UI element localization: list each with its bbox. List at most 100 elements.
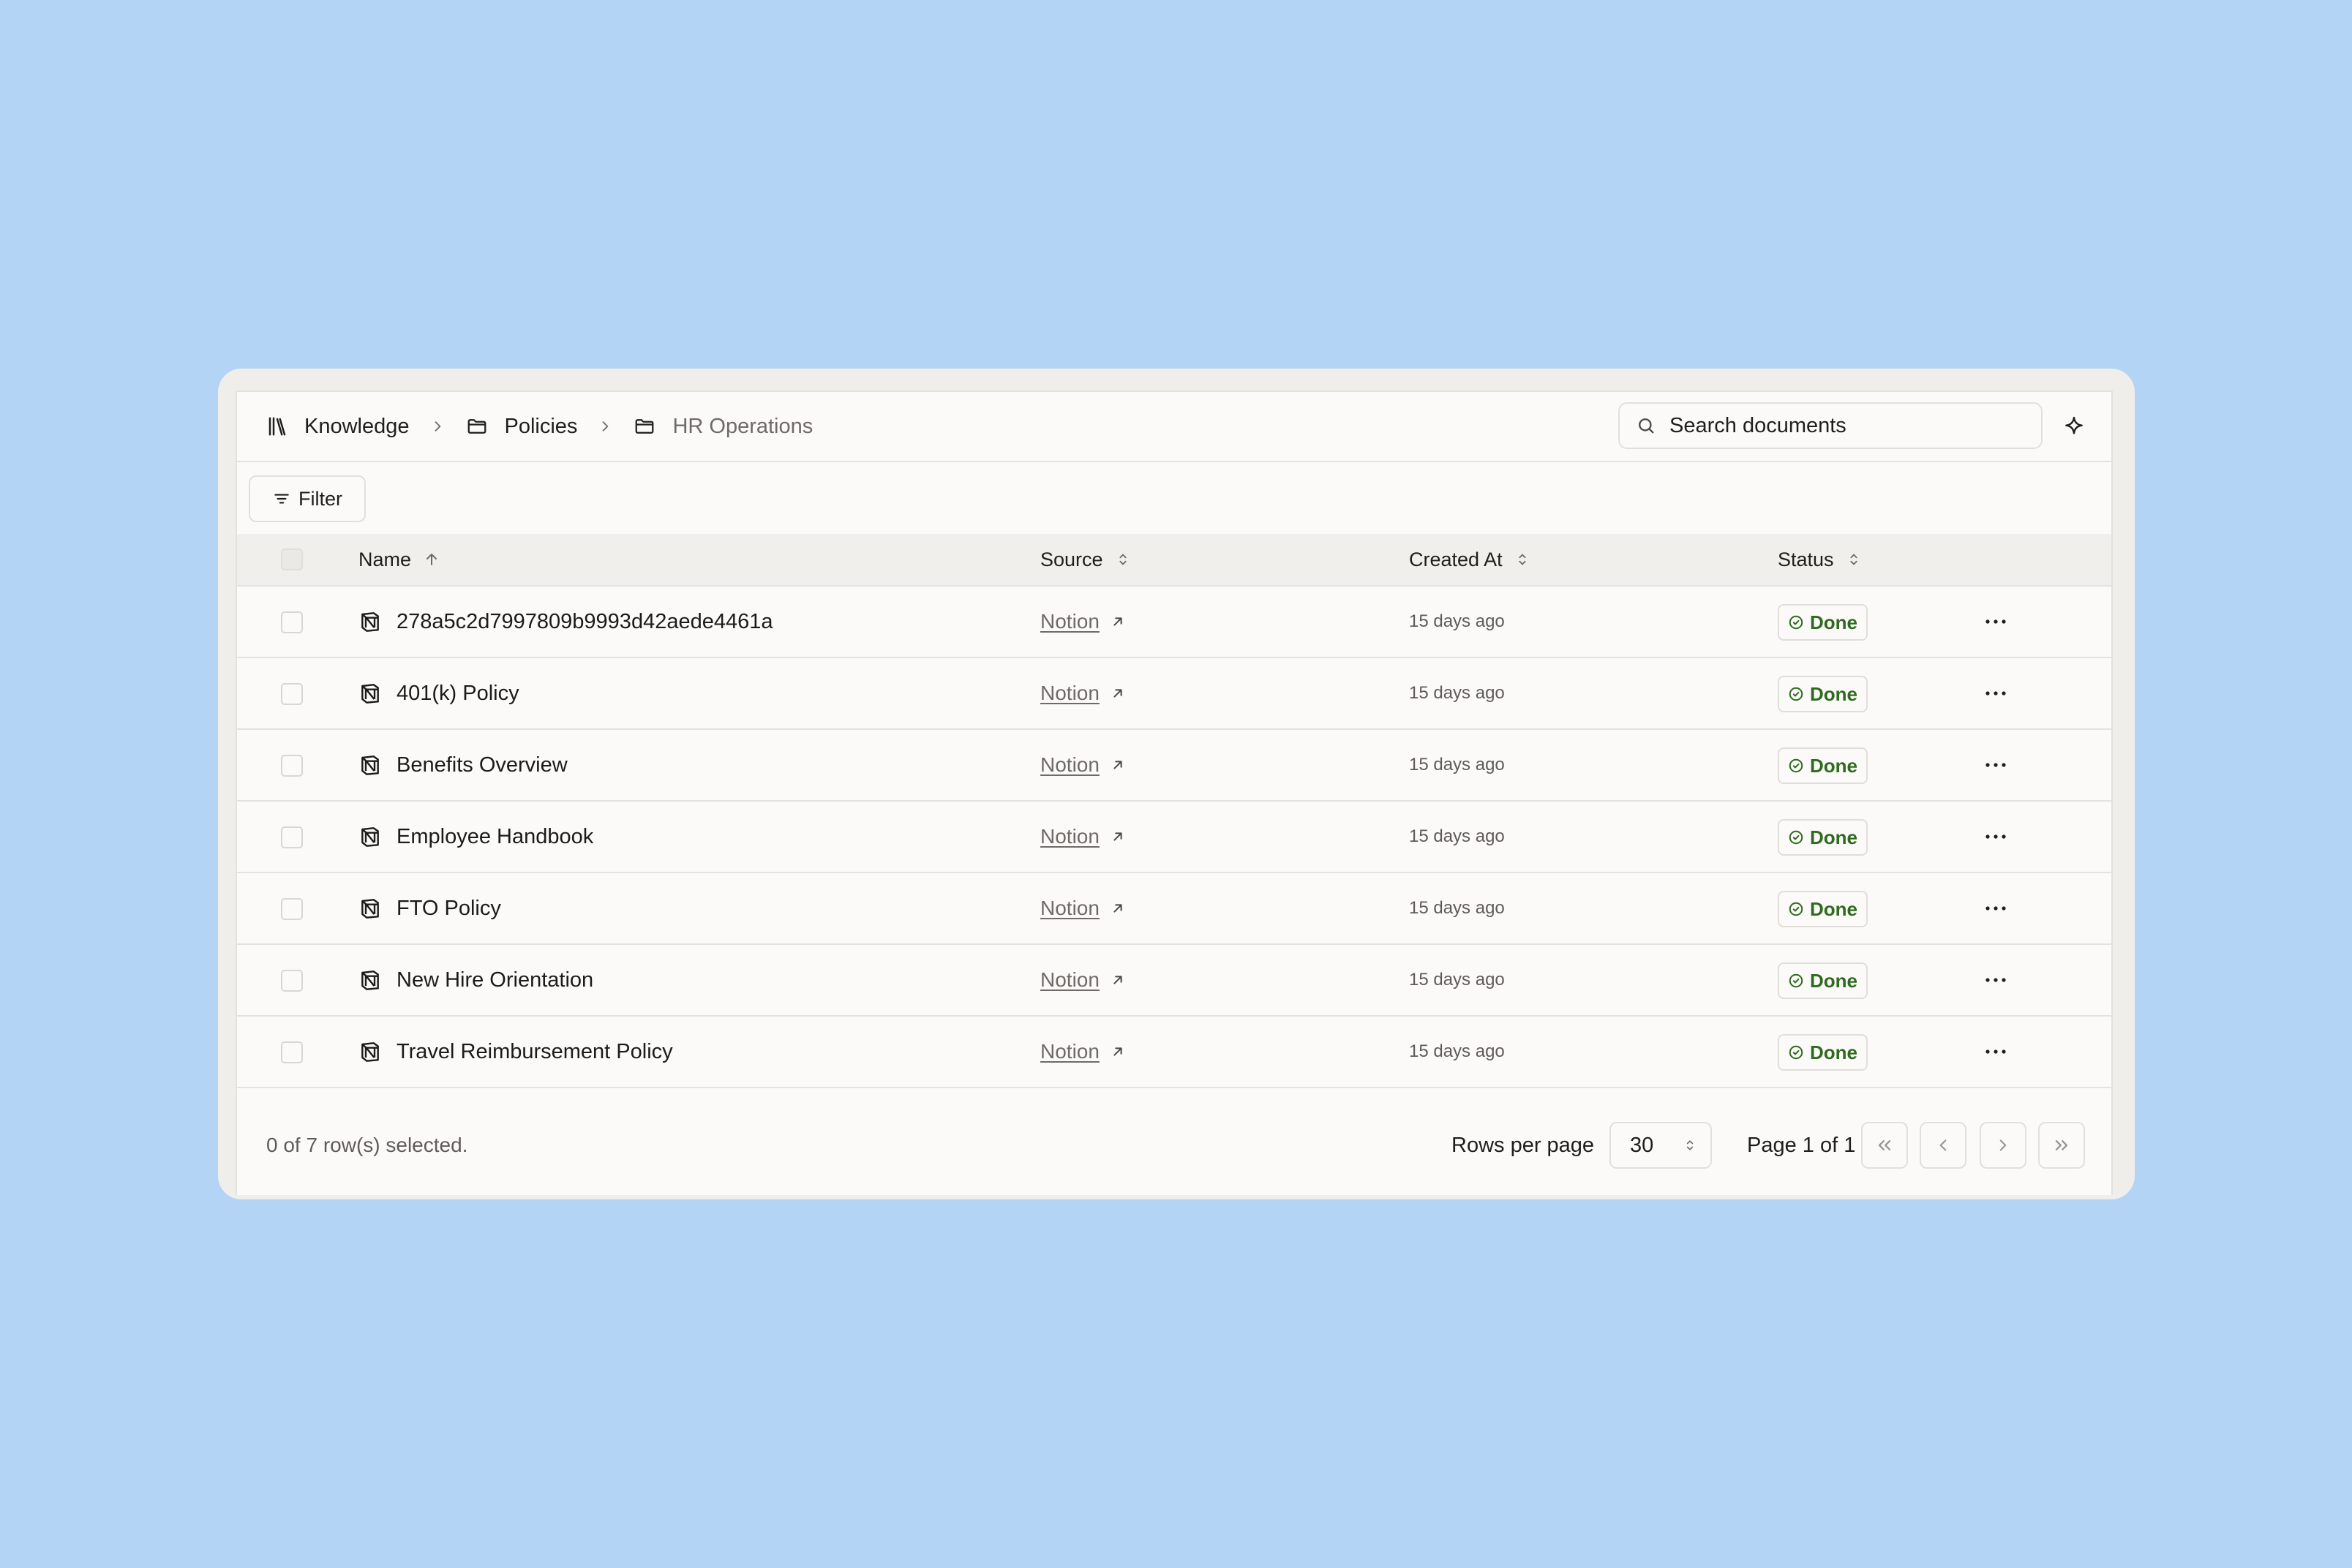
row-actions-button[interactable] [1981, 823, 2010, 850]
source-label: Notion [1040, 610, 1100, 633]
row-actions-button[interactable] [1981, 967, 2010, 993]
document-name: 401(k) Policy [397, 681, 519, 705]
app-window: Knowledge Policies HR Operations [218, 369, 2135, 1199]
breadcrumb-policies[interactable]: Policies [465, 414, 578, 439]
status-label: Done [1810, 897, 1857, 920]
chevron-up-down-icon [1686, 1140, 1694, 1150]
breadcrumb: Knowledge Policies HR Operations [266, 392, 813, 461]
notion-icon [361, 827, 379, 847]
filter-button[interactable]: Filter [249, 475, 366, 522]
column-label: Created At [1409, 548, 1503, 570]
column-header-name[interactable]: Name [358, 534, 440, 585]
source-link[interactable]: Notion [1040, 802, 1126, 872]
column-header-status[interactable]: Status [1778, 534, 1862, 585]
table-row[interactable]: Employee Handbook Notion 15 days ago Done [237, 802, 2111, 873]
external-link-icon [1113, 1047, 1122, 1056]
check-circle-icon [1789, 902, 1803, 916]
row-checkbox[interactable] [281, 611, 303, 633]
row-checkbox[interactable] [281, 826, 303, 848]
sort-ascending-icon [427, 554, 437, 565]
breadcrumb-knowledge[interactable]: Knowledge [266, 415, 410, 439]
notion-icon [361, 1042, 379, 1062]
status-badge: Done [1778, 1034, 1868, 1071]
table-row[interactable]: 401(k) Policy Notion 15 days ago Done [237, 658, 2111, 730]
source-link[interactable]: Notion [1040, 945, 1126, 1015]
notion-icon [361, 755, 379, 775]
source-link[interactable]: Notion [1040, 658, 1126, 728]
breadcrumb-hr-operations[interactable]: HR Operations [633, 415, 813, 439]
row-checkbox[interactable] [281, 1041, 303, 1063]
table-row[interactable]: Travel Reimbursement Policy Notion 15 days… [237, 1017, 2111, 1088]
column-header-created-at[interactable]: Created At [1409, 534, 1530, 585]
chevron-right-icon [1999, 1139, 2007, 1151]
document-name-cell[interactable]: Travel Reimbursement Policy [358, 1017, 673, 1087]
select-all-checkbox[interactable] [281, 549, 303, 570]
status-badge: Done [1778, 819, 1868, 856]
column-header-source[interactable]: Source [1040, 534, 1131, 585]
document-name-cell[interactable]: Employee Handbook [358, 802, 593, 872]
table-row[interactable]: New Hire Orientation Notion 15 days ago Don… [237, 945, 2111, 1017]
row-checkbox[interactable] [281, 970, 303, 992]
previous-page-button[interactable] [1920, 1122, 1966, 1169]
documents-panel: Knowledge Policies HR Operations [236, 391, 2113, 1195]
external-link-icon [1113, 617, 1122, 626]
document-name: Travel Reimbursement Policy [397, 1039, 673, 1063]
rows-per-page-value: 30 [1630, 1133, 1654, 1157]
source-link[interactable]: Notion [1040, 873, 1126, 943]
created-at: 15 days ago [1409, 755, 1505, 774]
notion-icon [361, 899, 379, 919]
row-checkbox[interactable] [281, 683, 303, 705]
document-name: 278a5c2d7997809b9993d42aede4461a [397, 609, 773, 633]
breadcrumb-label: HR Operations [672, 414, 814, 438]
rows-per-page-select[interactable]: 30 [1609, 1122, 1712, 1169]
status-label: Done [1810, 682, 1857, 705]
document-name-cell[interactable]: FTO Policy [358, 873, 501, 943]
column-label: Status [1778, 548, 1834, 570]
sort-icon [1849, 554, 1857, 565]
row-actions-button[interactable] [1981, 1039, 2010, 1065]
document-name-cell[interactable]: 278a5c2d7997809b9993d42aede4461a [358, 587, 773, 657]
check-circle-icon [1789, 1045, 1803, 1060]
source-link[interactable]: Notion [1040, 1017, 1126, 1087]
table-row[interactable]: 278a5c2d7997809b9993d42aede4461a Notion 15… [237, 587, 2111, 658]
sort-icon [1119, 554, 1127, 565]
source-label: Notion [1040, 825, 1100, 848]
row-actions-button[interactable] [1981, 895, 2010, 921]
source-link[interactable]: Notion [1040, 587, 1126, 657]
external-link-icon [1113, 976, 1122, 984]
ai-sparkle-button[interactable] [2062, 414, 2086, 439]
source-link[interactable]: Notion [1040, 730, 1126, 800]
search-box[interactable] [1618, 402, 2043, 449]
status-label: Done [1810, 611, 1857, 633]
document-name-cell[interactable]: New Hire Orientation [358, 945, 593, 1015]
document-name-cell[interactable]: Benefits Overview [358, 730, 568, 800]
source-label: Notion [1040, 1040, 1100, 1063]
row-actions-button[interactable] [1981, 608, 2010, 635]
document-name: FTO Policy [397, 896, 501, 920]
first-page-button[interactable] [1861, 1122, 1908, 1169]
more-horizontal-icon [1985, 906, 2006, 911]
created-at: 15 days ago [1409, 1041, 1505, 1061]
row-checkbox[interactable] [281, 898, 303, 920]
document-name-cell[interactable]: 401(k) Policy [358, 658, 519, 728]
filter-icon [274, 494, 289, 504]
external-link-icon [1113, 689, 1122, 698]
more-horizontal-icon [1985, 691, 2006, 696]
next-page-button[interactable] [1980, 1122, 2026, 1169]
row-actions-button[interactable] [1981, 680, 2010, 706]
table-row[interactable]: Benefits Overview Notion 15 days ago Done [237, 730, 2111, 802]
external-link-icon [1113, 904, 1122, 913]
notion-icon [361, 970, 379, 990]
table-row[interactable]: FTO Policy Notion 15 days ago Done [237, 873, 2111, 945]
column-label: Name [358, 548, 412, 570]
notion-icon [361, 612, 379, 632]
chevrons-right-icon [2055, 1140, 2068, 1150]
row-checkbox[interactable] [281, 755, 303, 777]
row-actions-button[interactable] [1981, 752, 2010, 778]
chevrons-left-icon [1878, 1140, 1891, 1150]
search-input[interactable] [1669, 413, 2006, 438]
created-at: 15 days ago [1409, 826, 1505, 846]
breadcrumb-label: Policies [504, 414, 578, 438]
search-icon [1639, 418, 1654, 434]
last-page-button[interactable] [2038, 1122, 2085, 1169]
